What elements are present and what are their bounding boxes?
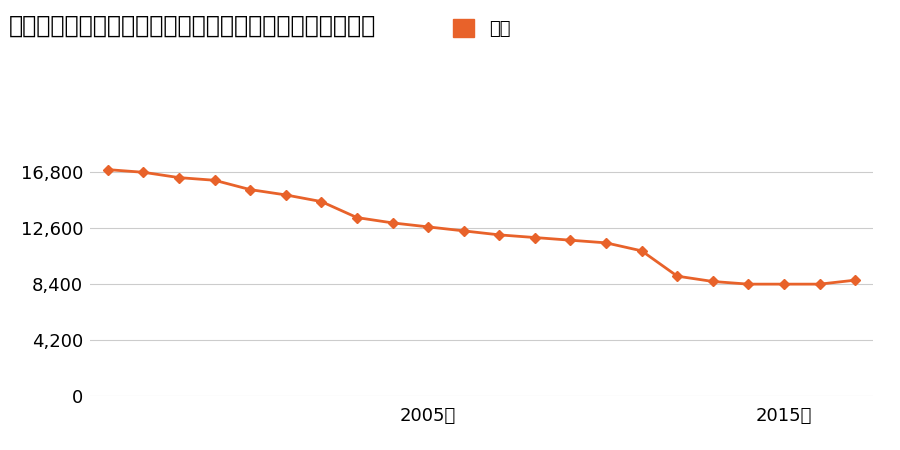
Legend: 価格: 価格 — [453, 19, 510, 38]
Text: 福島県伊達郡国見町大字山崎字小林後１番１外の地価推移: 福島県伊達郡国見町大字山崎字小林後１番１外の地価推移 — [9, 14, 376, 37]
